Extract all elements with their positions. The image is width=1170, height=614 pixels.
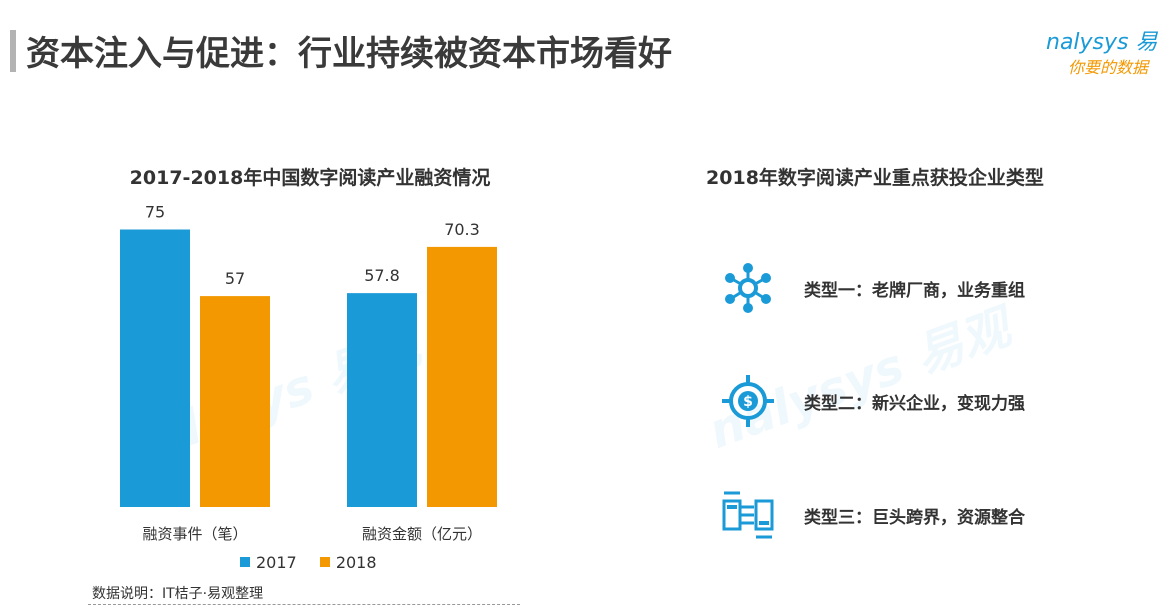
- legend-item-2018: 2018: [319, 553, 377, 572]
- legend-label-2017: 2017: [256, 553, 297, 572]
- plug-connect-icon: [722, 491, 774, 539]
- network-hub-icon: [725, 263, 771, 313]
- bar-2018-1: [427, 246, 497, 507]
- page-title: 资本注入与促进：行业持续被资本市场看好: [26, 34, 672, 74]
- category-label-1: 融资金额（亿元）: [362, 525, 482, 543]
- data-label-2017-0: 75: [145, 203, 165, 222]
- logo-tagline: 你要的数据: [1068, 58, 1149, 77]
- legend-item-2017: 2017: [240, 553, 297, 572]
- type-item-2: $ 类型二：新兴企业，变现力强: [720, 373, 1120, 429]
- legend-swatch-2017: [240, 557, 250, 567]
- dollar-target-icon: $: [722, 375, 774, 427]
- chart-title: 2017-2018年中国数字阅读产业融资情况: [129, 167, 491, 189]
- data-source-note: 数据说明：IT桔子·易观整理: [92, 586, 264, 602]
- logo-text: nalysys 易: [1046, 30, 1158, 55]
- data-label-2018-1: 70.3: [444, 220, 480, 239]
- analysys-logo: nalysys 易 你要的数据: [1046, 24, 1170, 84]
- type-item-1: 类型一：老牌厂商，业务重组: [720, 260, 1120, 316]
- type-label-1: 类型一：老牌厂商，业务重组: [804, 281, 1025, 301]
- category-label-0: 融资事件（笔）: [142, 525, 247, 543]
- chart-legend: 2017 2018: [240, 553, 395, 572]
- type-label-2: 类型二：新兴企业，变现力强: [804, 394, 1025, 414]
- bar-2017-0: [120, 229, 190, 507]
- type-item-3: 类型三：巨头跨界，资源整合: [720, 487, 1120, 543]
- data-label-2017-1: 57.8: [364, 266, 400, 285]
- legend-label-2018: 2018: [335, 553, 377, 572]
- legend-swatch-2018: [319, 557, 330, 567]
- investment-types-title: 2018年数字阅读产业重点获投企业类型: [706, 167, 1044, 189]
- type-label-3: 类型三：巨头跨界，资源整合: [804, 508, 1025, 528]
- title-accent-bar: [10, 30, 16, 72]
- bar-2018-0: [200, 296, 270, 507]
- svg-text:$: $: [743, 394, 753, 410]
- bar-2017-1: [347, 293, 417, 507]
- source-divider: [88, 604, 520, 605]
- data-label-2018-0: 57: [225, 269, 245, 288]
- bar-chart: 75 57 融资事件（笔） 57.8 70.3 融资金额（亿元）: [120, 203, 497, 543]
